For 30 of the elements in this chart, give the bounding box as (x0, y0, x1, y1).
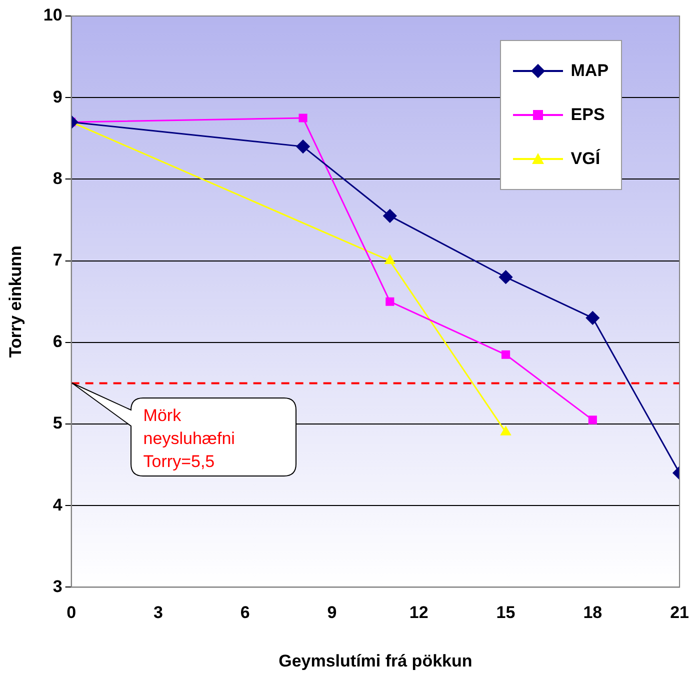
y-tick-label: 6 (52, 332, 62, 352)
point (386, 297, 394, 306)
x-tick-label: 0 (66, 603, 76, 622)
y-tick-label: 5 (52, 414, 62, 433)
annotation: Mörk neysluhæfni Torry=5,5 (143, 405, 235, 474)
point (296, 140, 310, 154)
point (298, 114, 308, 122)
x-tick-label: 3 (153, 603, 163, 622)
x-tick-label: 15 (496, 603, 516, 622)
y-tick-label: 3 (52, 576, 62, 596)
point (383, 209, 397, 223)
y-tick-label: 4 (52, 495, 63, 514)
legend-label: EPS (570, 105, 605, 125)
y-axis-title: Torry einkunn (6, 246, 25, 358)
point (588, 416, 597, 424)
legend-label: VGÍ (570, 149, 600, 169)
y-tick-label: 10 (43, 6, 62, 25)
point (499, 270, 513, 284)
x-tick-label: 21 (670, 603, 690, 622)
x-tick-label: 6 (240, 603, 250, 622)
point (501, 350, 510, 359)
legend-label: MAP (570, 61, 609, 81)
point (586, 311, 600, 325)
x-axis-title: Geymslutími frá pökkun (278, 651, 472, 670)
x-tick-label: 18 (583, 603, 602, 622)
y-tick-label: 9 (52, 87, 62, 106)
y-tick-label: 8 (52, 168, 62, 188)
x-tick-label: 12 (409, 603, 428, 622)
y-tick-label: 7 (52, 250, 62, 270)
x-tick-label: 9 (327, 603, 337, 622)
